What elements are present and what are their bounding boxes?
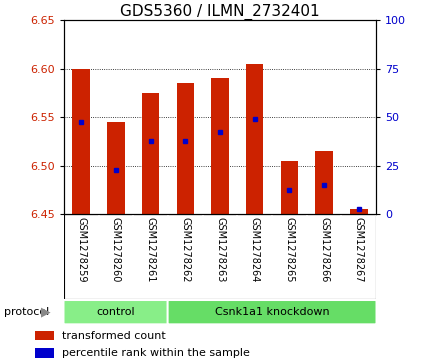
Bar bbox=[35, 331, 54, 340]
Title: GDS5360 / ILMN_2732401: GDS5360 / ILMN_2732401 bbox=[120, 4, 320, 20]
Bar bbox=[246, 64, 264, 214]
Text: GSM1278262: GSM1278262 bbox=[180, 217, 190, 282]
Bar bbox=[350, 209, 367, 214]
Text: Csnk1a1 knockdown: Csnk1a1 knockdown bbox=[215, 307, 330, 317]
Text: ▶: ▶ bbox=[40, 306, 50, 319]
Text: GSM1278265: GSM1278265 bbox=[284, 217, 294, 282]
Bar bbox=[315, 151, 333, 214]
Bar bbox=[73, 69, 90, 214]
Bar bbox=[107, 122, 125, 214]
Bar bbox=[176, 83, 194, 214]
Text: GSM1278261: GSM1278261 bbox=[146, 217, 156, 282]
Text: percentile rank within the sample: percentile rank within the sample bbox=[62, 348, 249, 358]
Text: protocol: protocol bbox=[4, 307, 50, 317]
Text: GSM1278267: GSM1278267 bbox=[354, 217, 364, 282]
Text: GSM1278264: GSM1278264 bbox=[250, 217, 260, 282]
Bar bbox=[281, 161, 298, 214]
Bar bbox=[142, 93, 159, 214]
FancyBboxPatch shape bbox=[168, 300, 377, 325]
Bar bbox=[211, 78, 229, 214]
Text: transformed count: transformed count bbox=[62, 331, 165, 340]
Text: GSM1278266: GSM1278266 bbox=[319, 217, 329, 282]
Bar bbox=[35, 348, 54, 358]
Text: GSM1278263: GSM1278263 bbox=[215, 217, 225, 282]
FancyBboxPatch shape bbox=[63, 300, 168, 325]
Text: GSM1278259: GSM1278259 bbox=[76, 217, 86, 282]
Text: control: control bbox=[96, 307, 135, 317]
Text: GSM1278260: GSM1278260 bbox=[111, 217, 121, 282]
